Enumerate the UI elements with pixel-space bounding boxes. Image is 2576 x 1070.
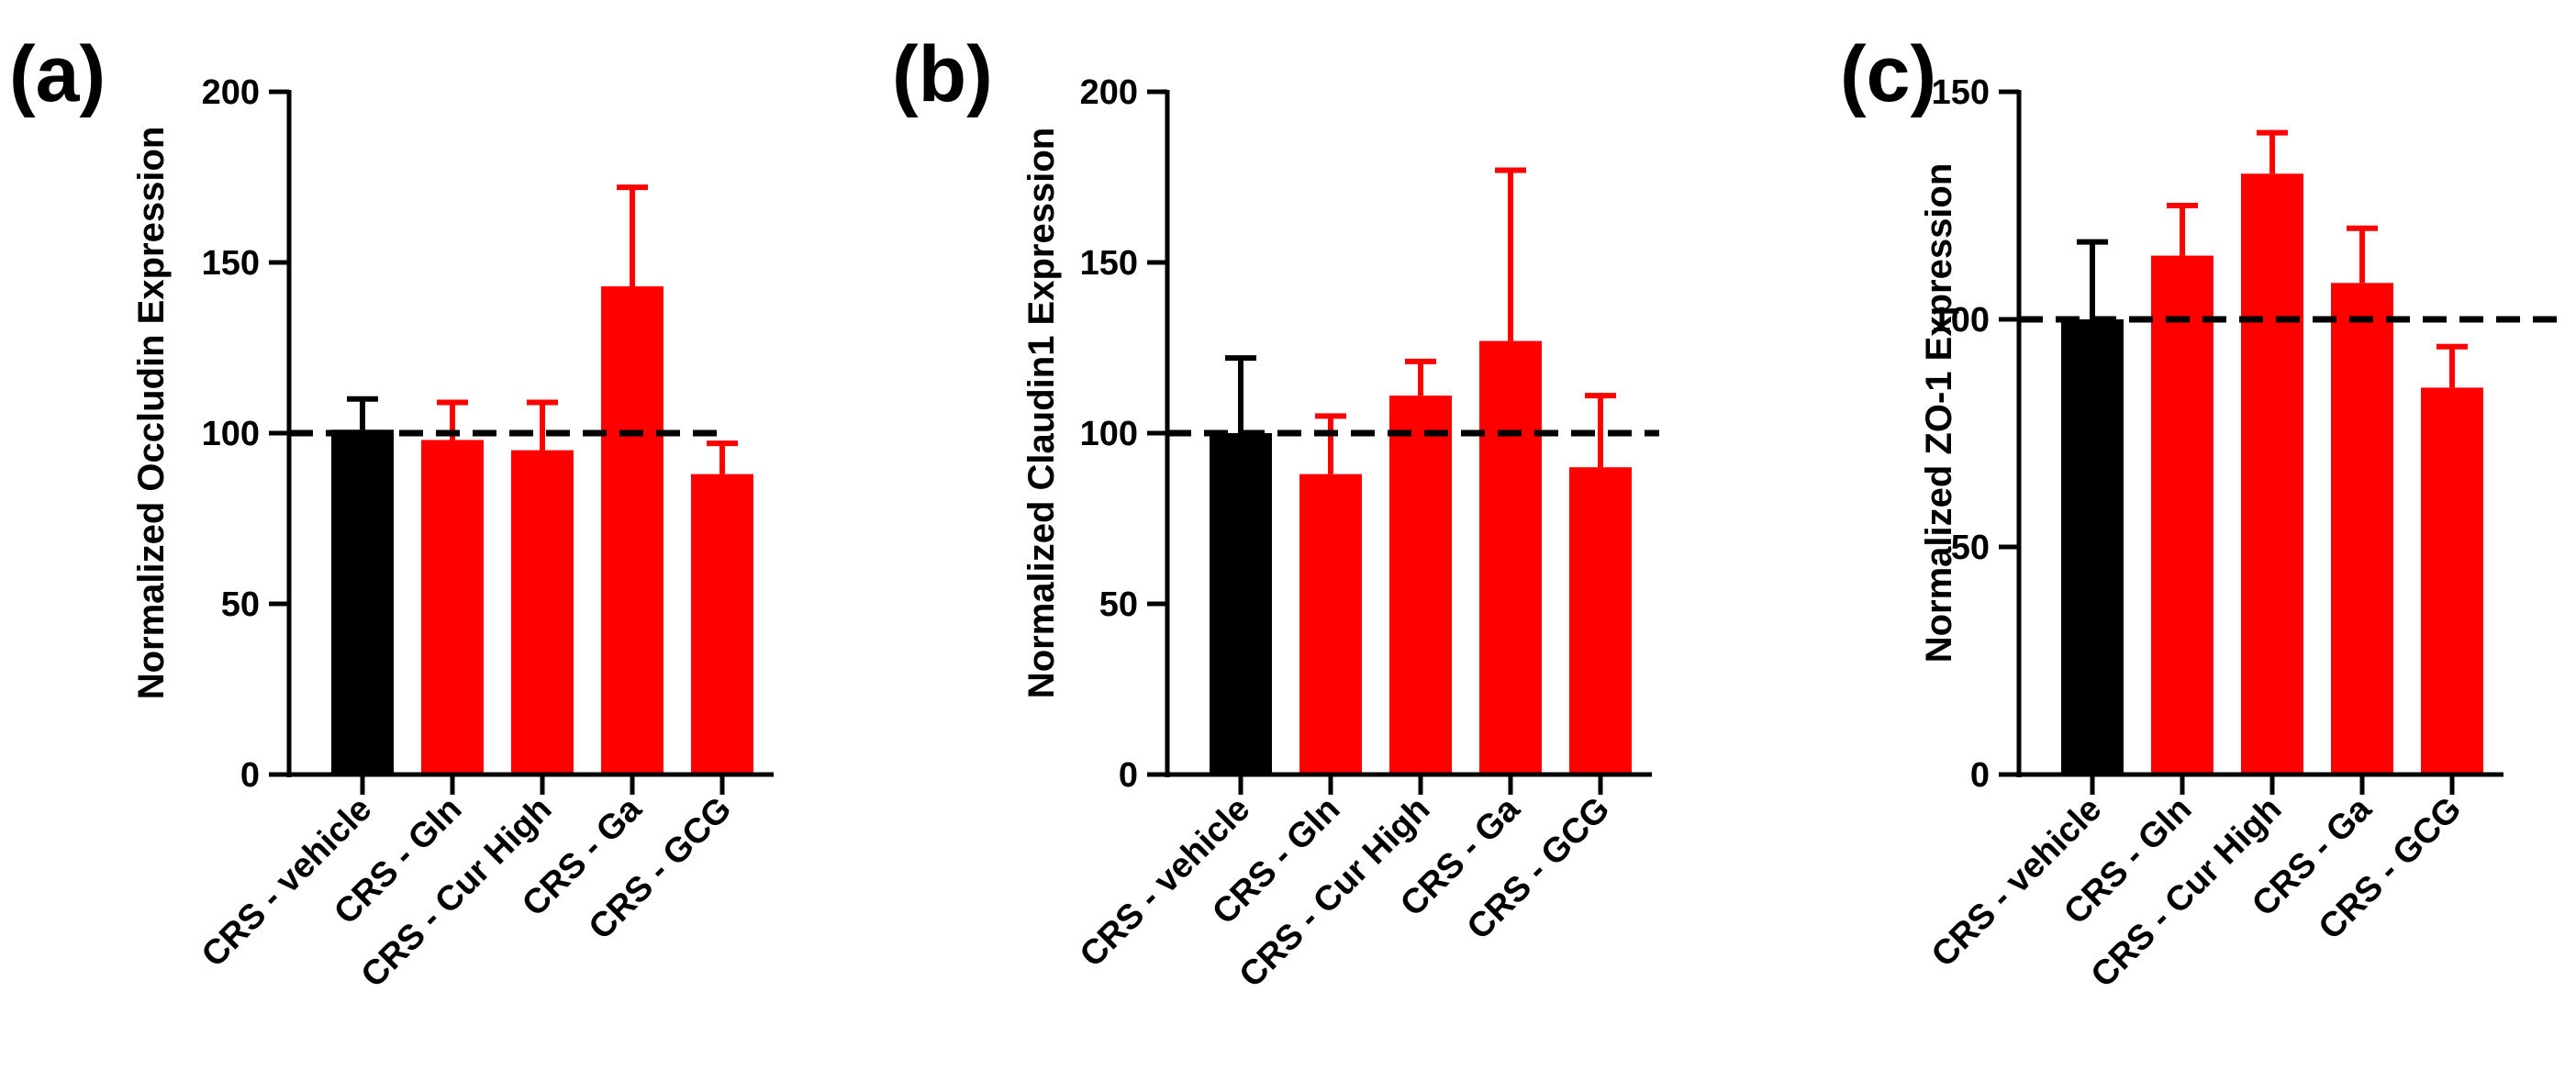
panel-b-label: (b) (892, 30, 993, 118)
panel-a-y-tick-label: 200 (202, 73, 260, 112)
panel-a: (a) Normalized Occludin Expression 0 50 10… (9, 30, 774, 995)
panel-c-y-tick-label: 150 (1932, 73, 1990, 112)
panel-c-y-tick-label: 0 (1970, 756, 1990, 795)
panel-a-bar (421, 440, 484, 775)
panel-a-y-tick-label: 50 (221, 585, 260, 624)
panel-c-y-axis-title: Normalized ZO-1 Expression (1919, 163, 1959, 663)
panel-b-bar (1479, 340, 1542, 775)
panel-c-bar (2151, 255, 2214, 775)
panel-a-bar (511, 450, 574, 775)
panel-c-bar (2241, 173, 2303, 775)
panel-a-bar (331, 429, 394, 775)
panel-c-y-tick-label: 100 (1932, 301, 1990, 340)
panel-b-bar (1569, 467, 1632, 775)
panel-b-y-tick-label: 100 (1080, 415, 1138, 453)
panel-b-y-axis-title: Normalized Claudin1 Expression (1021, 128, 1062, 698)
panel-a-y-tick-label: 100 (202, 415, 260, 453)
panel-a-label: (a) (9, 30, 106, 118)
panel-b-bar (1210, 433, 1272, 775)
panel-b-bar (1299, 474, 1362, 775)
panel-a-y-tick-label: 0 (240, 756, 260, 795)
panel-a-bar (691, 474, 753, 775)
panel-b-y-tick-label: 0 (1119, 756, 1138, 795)
panel-c-bar (2061, 319, 2124, 775)
panel-a-y-axis-title: Normalized Occludin Expression (131, 127, 172, 700)
panel-b: (b) Normalized Claudin1 Expression 0 50 10… (892, 30, 1659, 995)
panel-a-bar (601, 286, 664, 775)
panel-b-y-tick-label: 50 (1099, 585, 1138, 624)
panel-b-y-tick-label: 200 (1080, 73, 1138, 112)
panel-c-bar (2331, 283, 2393, 775)
panel-a-y-tick-label: 150 (202, 244, 260, 283)
panel-c-y-tick-label: 50 (1951, 529, 1990, 567)
panel-c-label: (c) (1840, 30, 1936, 118)
panel-b-bar (1389, 396, 1452, 775)
panel-b-y-tick-label: 150 (1080, 244, 1138, 283)
panel-c: (c) Normalized ZO-1 Expression 0 50 100 150… (1840, 30, 2559, 995)
panel-c-bar (2421, 387, 2483, 775)
